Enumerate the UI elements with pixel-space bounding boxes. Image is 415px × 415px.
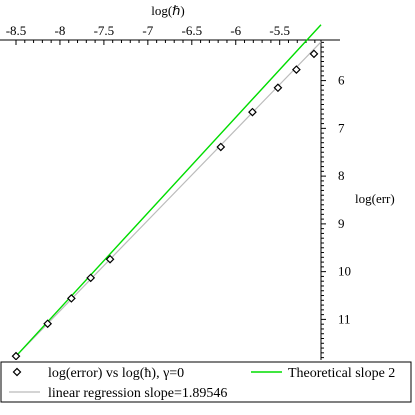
data-point [11, 351, 21, 360]
legend-marker-diamond [12, 367, 22, 377]
data-point [86, 273, 96, 283]
data-point [43, 319, 53, 329]
y-tick-label: 11 [338, 311, 351, 326]
x-axis: -8.5 -8 -7.5 -7 -6.5 -6 -5.5 log(ℏ) [0, 3, 340, 45]
y-tick-label: 9 [338, 216, 345, 231]
y-tick-label: 6 [338, 73, 345, 88]
y-tick-label: 8 [338, 168, 345, 183]
x-tick-label: -6 [230, 23, 241, 38]
data-point [66, 294, 76, 303]
y-tick-label: 7 [338, 120, 345, 135]
x-axis-title: log(ℏ) [151, 3, 185, 18]
legend-entry-points: log(error) vs log(ħ), γ=0 [12, 366, 184, 381]
theoretical-line [15, 24, 322, 357]
legend-label-points: log(error) vs log(ħ), γ=0 [48, 366, 184, 381]
y-tick-label: 10 [338, 264, 351, 279]
data-point [309, 49, 319, 59]
regression-line [15, 41, 322, 357]
legend: log(error) vs log(ħ), γ=0 Theoretical sl… [0, 361, 412, 403]
x-ticks [15, 40, 316, 45]
data-point [273, 83, 283, 93]
legend-entry-regression: linear regression slope=1.89546 [9, 386, 227, 401]
data-point [216, 142, 226, 152]
legend-label-theory: Theoretical slope 2 [288, 366, 395, 381]
x-tick-label: -6.5 [181, 23, 202, 38]
x-tick-label: -8.5 [6, 23, 27, 38]
y-axis-title: log(err) [355, 191, 395, 206]
plot-area [11, 24, 322, 360]
y-tick-labels: 6 7 8 9 10 11 [338, 73, 351, 327]
x-tick-labels: -8.5 -8 -7.5 -7 -6.5 -6 -5.5 [6, 23, 290, 38]
x-tick-label: -7.5 [94, 23, 115, 38]
legend-box [0, 361, 412, 403]
y-axis: 6 7 8 9 10 11 log(err) [320, 40, 395, 360]
legend-label-regression: linear regression slope=1.89546 [48, 386, 227, 401]
x-tick-label: -8 [55, 23, 66, 38]
data-points [11, 49, 319, 360]
x-tick-label: -7 [142, 23, 153, 38]
legend-entry-theory: Theoretical slope 2 [251, 366, 395, 381]
x-tick-label: -5.5 [269, 23, 290, 38]
data-point [292, 65, 301, 74]
data-point [105, 254, 115, 264]
y-ticks [321, 41, 326, 359]
data-point [248, 107, 257, 117]
